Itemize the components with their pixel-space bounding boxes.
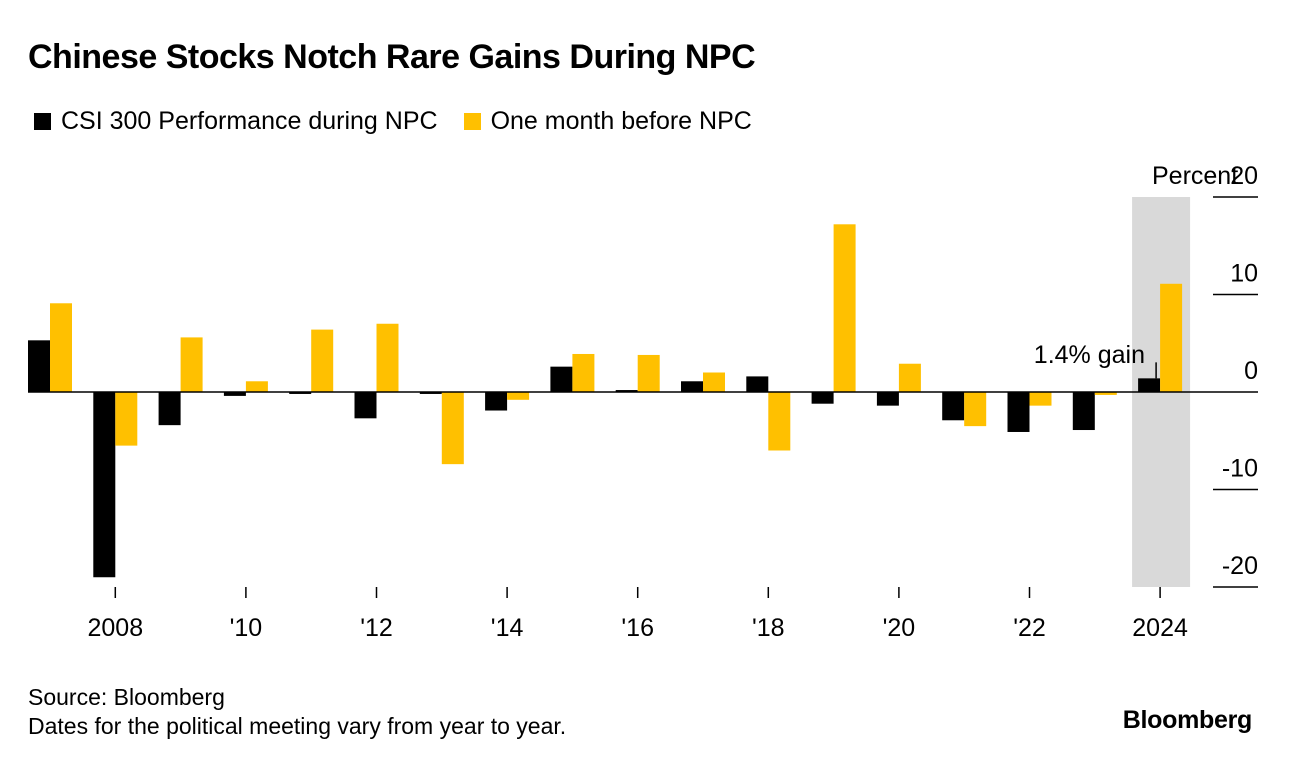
legend: CSI 300 Performance during NPC One month… [34,107,778,136]
legend-label-before: One month before NPC [490,107,752,135]
bar-before-2009 [180,337,203,392]
x-tick-label-2012: '12 [360,614,393,642]
source-note: Source: Bloomberg [28,684,225,710]
bar-during-2008 [93,392,116,578]
footnote: Dates for the political meeting vary fro… [28,713,567,739]
bar-before-2020 [898,363,921,392]
y-tick-label-0: 0 [1244,357,1258,385]
bar-during-2017 [681,381,703,392]
bar-before-2008 [115,392,138,446]
bar-before-2010 [245,381,268,392]
bar-during-2023 [1072,392,1095,431]
bar-during-2018 [746,376,769,392]
legend-item-during: CSI 300 Performance during NPC [34,107,438,136]
footer: Source: Bloomberg Dates for the politica… [28,683,566,741]
bar-before-2019 [833,224,856,392]
bar-during-2021 [942,392,965,421]
bar-before-2011 [311,329,334,392]
x-tick-label-2022: '22 [1013,614,1046,642]
bar-before-2013 [441,392,464,465]
bar-during-2012 [354,392,377,419]
bar-during-2024 [1138,378,1161,392]
bar-during-2022 [1007,392,1030,432]
x-tick-label-2016: '16 [621,614,654,642]
annotation-label: 1.4% gain [1034,341,1145,369]
bar-chart: 20 10 0 -10 -20 Percent 2008 '10 '12 '14 '16 '18 '20… [28,162,1258,642]
y-tick-label-20: 20 [1230,162,1258,190]
bar-before-2007 [50,303,72,392]
bar-before-2014 [507,392,530,400]
x-tick-label-2018: '18 [752,614,785,642]
x-tick-label-2024: 2024 [1132,614,1188,642]
bar-during-2010 [223,392,246,396]
bar-before-2015 [572,353,595,392]
bar-before-2021 [964,392,987,427]
legend-swatch-during [34,113,51,130]
bar-before-2016 [637,354,660,392]
chart-title: Chinese Stocks Notch Rare Gains During N… [28,38,756,76]
y-tick-label-10: 10 [1230,260,1258,288]
legend-item-before: One month before NPC [463,107,752,136]
x-tick-label-2008: 2008 [87,614,143,642]
legend-swatch-before [463,113,481,130]
bar-during-2020 [876,392,899,406]
bar-before-2017 [703,372,725,392]
bar-before-2023 [1094,392,1117,395]
bar-before-2022 [1029,392,1052,406]
bar-during-2007 [28,340,50,392]
x-tick-label-2014: '14 [491,614,524,642]
bar-during-2016 [615,390,638,392]
bar-during-2011 [289,392,312,394]
y-axis-unit-label: Percent [1152,162,1238,190]
x-tick-label-2010: '10 [230,614,263,642]
bar-before-2024 [1160,283,1183,392]
y-tick-label--10: -10 [1222,455,1258,483]
bloomberg-logo: Bloomberg [1122,706,1253,734]
bar-before-2018 [768,392,791,451]
bar-during-2013 [419,392,442,394]
bar-before-2012 [376,323,399,392]
bar-during-2019 [811,392,834,404]
legend-label-during: CSI 300 Performance during NPC [61,107,438,135]
bar-during-2014 [485,392,508,411]
x-tick-label-2020: '20 [883,614,916,642]
bar-during-2009 [158,392,181,426]
y-tick-label--20: -20 [1222,552,1258,580]
bar-during-2015 [550,366,573,392]
